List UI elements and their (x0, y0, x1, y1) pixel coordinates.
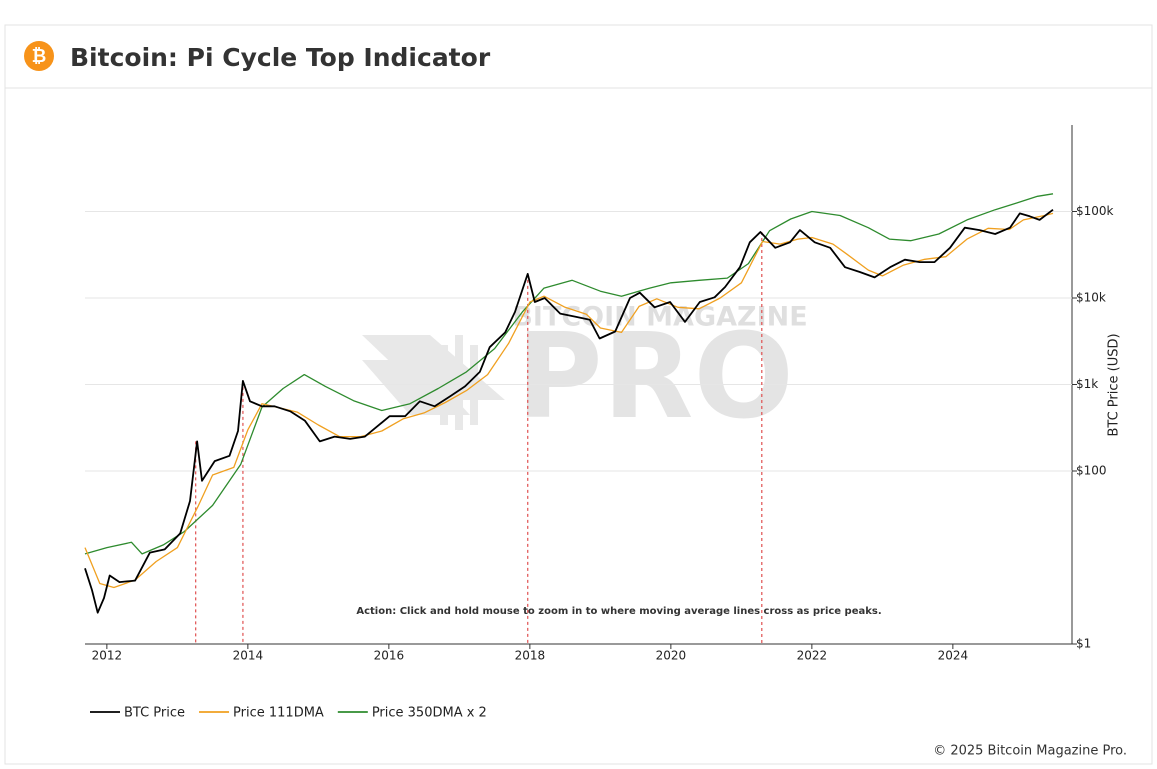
series-line (84, 212, 1054, 589)
watermark-text: PRO (516, 307, 794, 445)
chart-title: Bitcoin: Pi Cycle Top Indicator (70, 43, 491, 72)
series-line (84, 193, 1054, 555)
x-tick-label: 2012 (92, 649, 123, 663)
x-tick-label: 2014 (233, 649, 264, 663)
y-tick-label: $10k (1076, 291, 1106, 305)
watermark-text: BITCOIN MAGAZINE (512, 302, 807, 333)
y-tick-label: $1k (1076, 377, 1098, 391)
y-tick-label: $1 (1076, 637, 1091, 651)
annotation: Action: Click and hold mouse to zoom in … (356, 606, 881, 617)
y-axis-label: BTC Price (USD) (1107, 333, 1122, 436)
y-tick-label: $100 (1076, 464, 1107, 478)
icon-circle (24, 41, 54, 71)
x-tick-label: 2024 (938, 649, 969, 663)
x-tick-label: 2022 (797, 649, 828, 663)
copyright: © 2025 Bitcoin Magazine Pro. (933, 744, 1127, 759)
x-tick-label: 2020 (656, 649, 687, 663)
x-tick-label: 2016 (374, 649, 405, 663)
icon: ₿ (32, 46, 47, 67)
y-tick-label: $100k (1076, 204, 1114, 218)
legend-label: BTC Price (124, 706, 185, 721)
series-line (84, 208, 1054, 614)
x-tick-label: 2018 (515, 649, 546, 663)
legend-label: Price 350DMA x 2 (372, 706, 487, 721)
legend-label: Price 111DMA (233, 706, 324, 721)
